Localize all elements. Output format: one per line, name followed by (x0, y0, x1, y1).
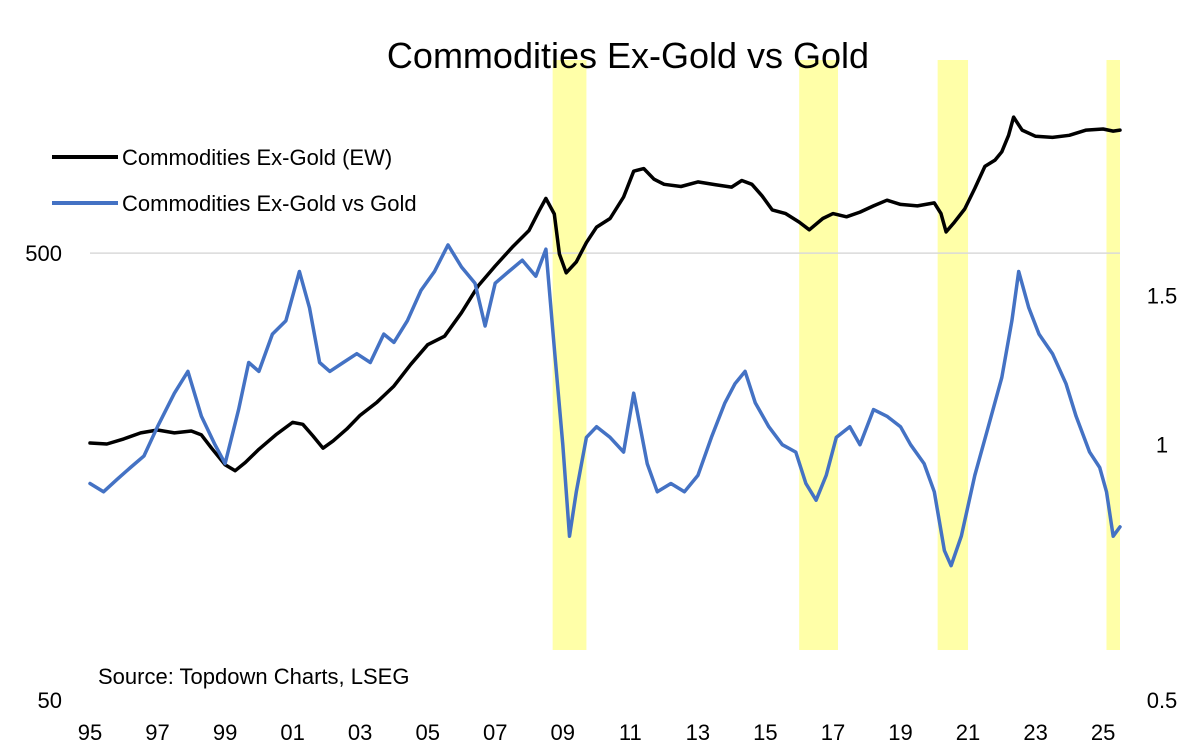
x-tick-label: 07 (483, 720, 507, 745)
x-tick-label: 25 (1091, 720, 1115, 745)
x-tick-label: 19 (888, 720, 912, 745)
highlight-band-2 (799, 60, 839, 650)
right-tick-label: 1 (1156, 433, 1168, 458)
x-axis: 95 97 99 01 03 05 07 09 11 13 15 17 19 21 23 25 (78, 720, 1116, 745)
series-lines (88, 115, 1122, 568)
legend-label-commodities-ex-gold-ew: Commodities Ex-Gold (EW) (122, 145, 392, 170)
legend-label-commodities-ex-gold-vs-gold: Commodities Ex-Gold vs Gold (122, 191, 417, 216)
highlight-band-3 (937, 60, 969, 650)
left-tick-label: 500 (25, 241, 62, 266)
x-tick-label: 11 (619, 720, 642, 745)
series-line-commodities-ex-gold-vs-gold (88, 243, 1122, 568)
x-tick-label: 95 (78, 720, 102, 745)
x-tick-label: 09 (551, 720, 575, 745)
legend: Commodities Ex-Gold (EW) Commodities Ex-… (52, 145, 417, 216)
chart-title: Commodities Ex-Gold vs Gold (387, 35, 869, 76)
x-tick-label: 21 (956, 720, 980, 745)
left-axis: 500 50 (25, 241, 62, 713)
x-tick-label: 23 (1023, 720, 1047, 745)
x-tick-label: 05 (415, 720, 439, 745)
x-tick-label: 03 (348, 720, 372, 745)
right-tick-label: 1.5 (1147, 283, 1178, 308)
right-axis: 1.5 1 0.5 (1147, 283, 1178, 713)
x-tick-label: 17 (821, 720, 845, 745)
x-tick-label: 01 (280, 720, 304, 745)
right-tick-label: 0.5 (1147, 688, 1178, 713)
series-line-commodities-ex-gold-ew (88, 115, 1122, 473)
highlight-band-4 (1106, 60, 1120, 650)
left-tick-label: 50 (38, 688, 62, 713)
x-tick-label: 97 (145, 720, 169, 745)
recession-highlight-bands (552, 60, 1120, 650)
x-tick-label: 99 (213, 720, 237, 745)
x-tick-label: 15 (753, 720, 777, 745)
source-note: Source: Topdown Charts, LSEG (98, 664, 409, 689)
x-tick-label: 13 (686, 720, 710, 745)
highlight-band-1 (552, 60, 587, 650)
